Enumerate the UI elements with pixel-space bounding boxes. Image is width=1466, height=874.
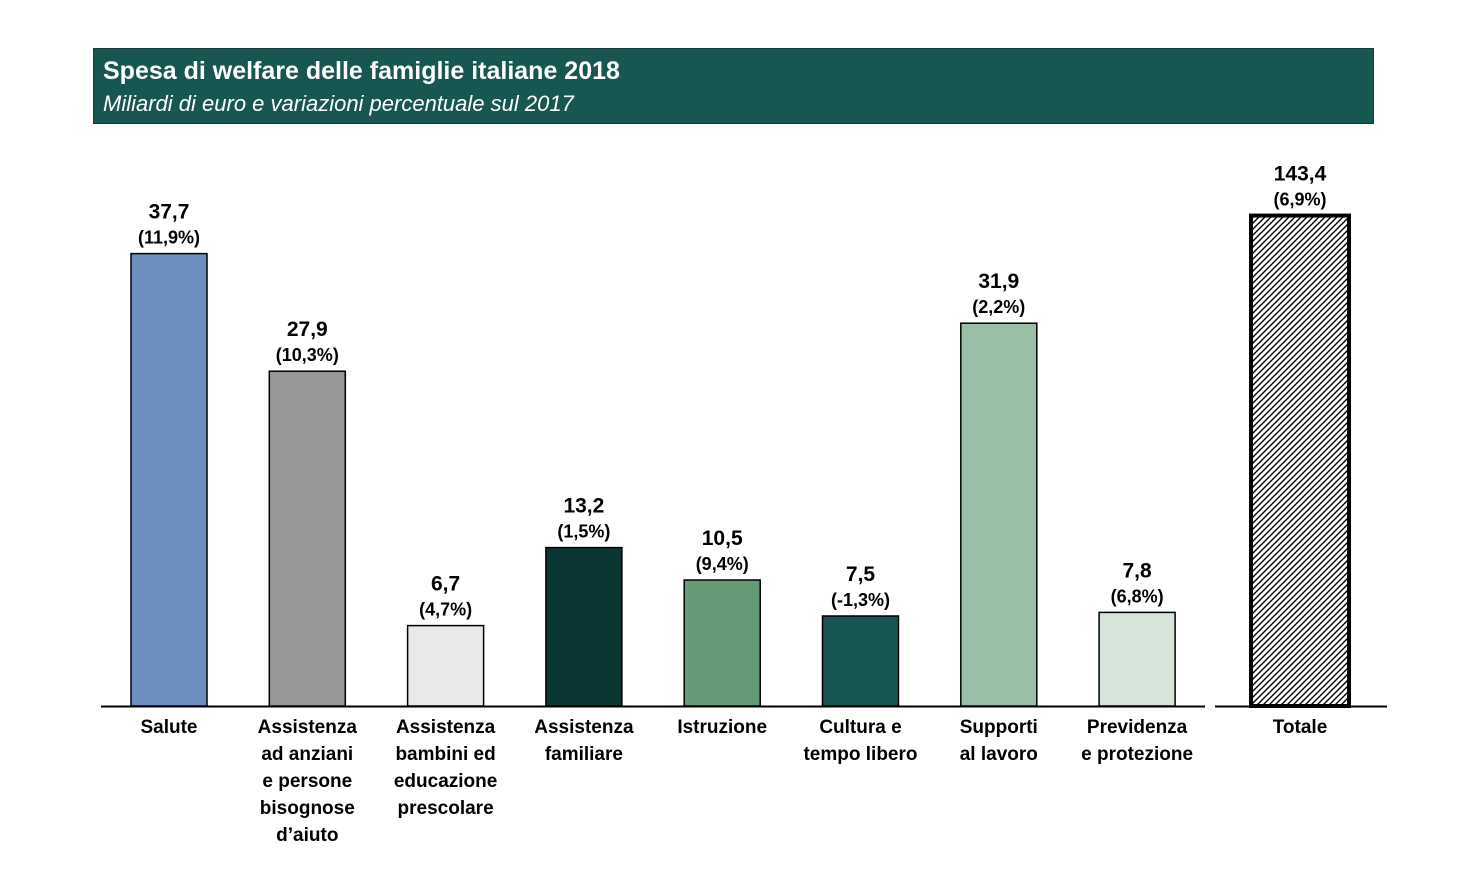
category-label-6: Supporti al lavoro bbox=[959, 717, 1038, 765]
value-label-6: 31,9 bbox=[978, 270, 1019, 293]
bar-3 bbox=[545, 546, 623, 707]
category-label-total: Totale bbox=[1272, 717, 1328, 738]
change-label-6: (2,2%) bbox=[972, 297, 1025, 317]
value-label-7: 7,8 bbox=[1122, 559, 1152, 582]
value-label-total: 143,4 bbox=[1274, 163, 1327, 186]
category-label-4: Istruzione bbox=[677, 717, 768, 738]
bar-1 bbox=[268, 370, 347, 707]
change-label-2: (4,7%) bbox=[419, 600, 472, 620]
chart-subtitle: Miliardi di euro e variazioni percentual… bbox=[103, 91, 574, 116]
bar-6 bbox=[960, 322, 1038, 707]
value-label-1: 27,9 bbox=[287, 318, 328, 341]
value-label-4: 10,5 bbox=[702, 527, 743, 550]
value-label-0: 37,7 bbox=[149, 201, 190, 224]
bar-0 bbox=[130, 252, 208, 707]
change-label-5: (-1,3%) bbox=[831, 590, 890, 610]
category-label-2: Assistenza bambini ed educazione prescolare bbox=[393, 717, 498, 819]
bar-7 bbox=[1098, 611, 1176, 707]
change-label-total: (6,9%) bbox=[1273, 190, 1326, 210]
change-label-7: (6,8%) bbox=[1111, 586, 1164, 606]
bar-2 bbox=[406, 624, 485, 707]
bar-4 bbox=[683, 579, 761, 707]
change-label-0: (11,9%) bbox=[138, 228, 200, 248]
change-label-3: (1,5%) bbox=[557, 522, 610, 542]
category-label-1: Assistenza ad anziani e persone bisognose d’… bbox=[257, 717, 357, 846]
chart-header: Spesa di welfare delle famiglie italiane… bbox=[93, 48, 1374, 124]
category-label-3: Assistenza familiare bbox=[534, 717, 634, 765]
change-label-1: (10,3%) bbox=[276, 345, 339, 365]
chart-title: Spesa di welfare delle famiglie italiane… bbox=[103, 57, 620, 85]
category-label-0: Salute bbox=[140, 717, 198, 738]
category-label-7: Previdenza e protezione bbox=[1081, 717, 1194, 765]
value-label-3: 13,2 bbox=[563, 495, 604, 518]
change-label-4: (9,4%) bbox=[696, 554, 749, 574]
value-label-5: 7,5 bbox=[846, 563, 876, 586]
category-label-5: Cultura e tempo libero bbox=[803, 717, 918, 765]
bar-total bbox=[1249, 213, 1351, 709]
value-label-2: 6,7 bbox=[431, 573, 460, 596]
bar-5 bbox=[821, 615, 900, 707]
